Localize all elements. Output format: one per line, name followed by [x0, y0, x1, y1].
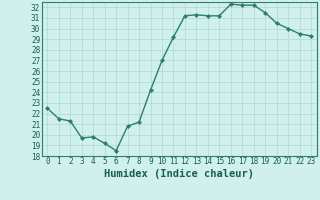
X-axis label: Humidex (Indice chaleur): Humidex (Indice chaleur) — [104, 169, 254, 179]
